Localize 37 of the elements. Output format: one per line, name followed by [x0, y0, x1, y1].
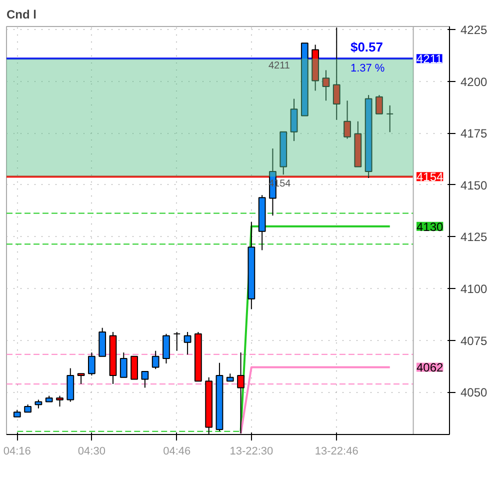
y-tick-label: 4150 — [460, 178, 488, 192]
candlestick — [184, 331, 192, 356]
candlestick — [344, 100, 351, 140]
text: 4130 — [416, 220, 444, 234]
chart-title: Cnd l — [6, 8, 36, 22]
candlestick — [386, 104, 394, 133]
candlestick — [290, 98, 298, 142]
x-tick-label: 13-22:46 — [314, 446, 358, 458]
ref-line-label: 4154 — [416, 170, 444, 184]
candlestick — [56, 395, 64, 408]
candlestick — [376, 94, 383, 114]
candlestick — [322, 70, 330, 102]
y-tick-label: 4200 — [460, 74, 488, 89]
candlestick — [162, 333, 170, 364]
candlestick — [141, 371, 149, 388]
candlestick — [332, 27, 340, 120]
y-tick-label: 4125 — [460, 230, 488, 244]
candlestick — [77, 373, 85, 384]
x-tick-label: 04:46 — [163, 446, 191, 458]
y-tick-label: 4075 — [460, 334, 488, 348]
candlestick — [152, 350, 160, 370]
candlestick — [130, 356, 138, 380]
x-tick-label: 04:16 — [3, 446, 31, 458]
y-tick-label: 4225 — [460, 23, 488, 38]
x-tick-label: 13-22:30 — [230, 446, 274, 458]
candlestick — [88, 352, 96, 376]
ref-line-label: 4211 — [416, 52, 443, 66]
y-tick-label: 4175 — [460, 126, 488, 141]
annotation: 4211 — [268, 60, 290, 72]
annotation: $0.57 — [350, 40, 384, 55]
candlestick — [120, 352, 128, 378]
y-tick-label: 4050 — [460, 386, 488, 400]
x-tick-label: 04:30 — [78, 446, 106, 458]
text: 4062 — [416, 360, 444, 375]
candlestick — [173, 331, 181, 352]
annotation: 1.37 % — [350, 62, 385, 75]
y-tick-label: 4100 — [460, 282, 488, 296]
